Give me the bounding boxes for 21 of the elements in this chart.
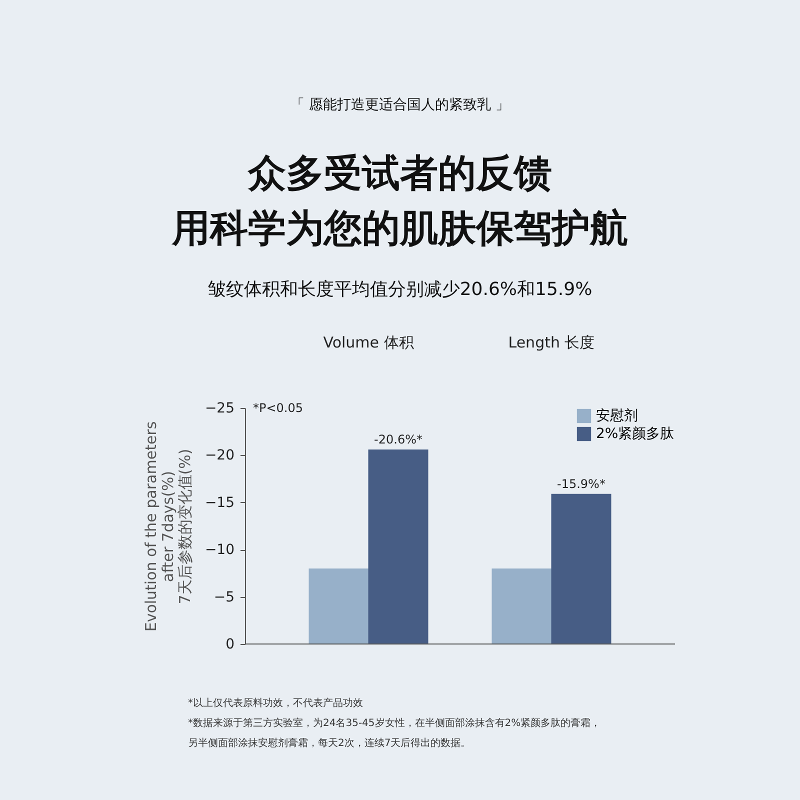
y-tick-label: −20 bbox=[204, 448, 234, 464]
y-tick-label: −25 bbox=[204, 400, 234, 416]
chart-title: 众多受试者的反馈 bbox=[247, 151, 552, 195]
text: *数据来源于第三方实验室，为24名35-45岁女性，在半侧面部涂抹含有2%紧颜多肽的膏霜， bbox=[188, 717, 601, 729]
data-label: -20.6%* bbox=[374, 432, 422, 447]
legend-label: 安慰剂 bbox=[596, 408, 638, 424]
text: 皱纹体积和长度平均值分别减少20.6%和15.9% bbox=[208, 279, 592, 300]
legend-label: 2%紧颜多肽 bbox=[596, 426, 674, 442]
y-axis-title: Evolution of the parameters after 7days(%) 7天后参数的变化值(%) bbox=[142, 421, 194, 632]
chart-subtitle: 用科学为您的肌肤保驾护航 bbox=[171, 206, 628, 250]
y-tick-label: −15 bbox=[204, 494, 234, 511]
y-tick-label: 0 bbox=[226, 636, 234, 652]
x-tick-label: Volume 体积 bbox=[323, 334, 414, 352]
text: 另半侧面部涂抹安慰剂膏霜，每天2次，连续7天后得出的数据。 bbox=[188, 737, 471, 749]
text: 「 愿能打造更适合国人的紧致乳 」 bbox=[290, 97, 510, 113]
y-tick-label: −10 bbox=[204, 542, 234, 558]
annotation: *P<0.05 bbox=[253, 401, 304, 415]
x-tick-label: Length 长度 bbox=[508, 334, 595, 352]
data-label: -15.9%* bbox=[556, 476, 606, 491]
text: *以上仅代表原料功效，不代表产品功效 bbox=[188, 697, 363, 709]
y-tick-label: −5 bbox=[214, 589, 234, 606]
